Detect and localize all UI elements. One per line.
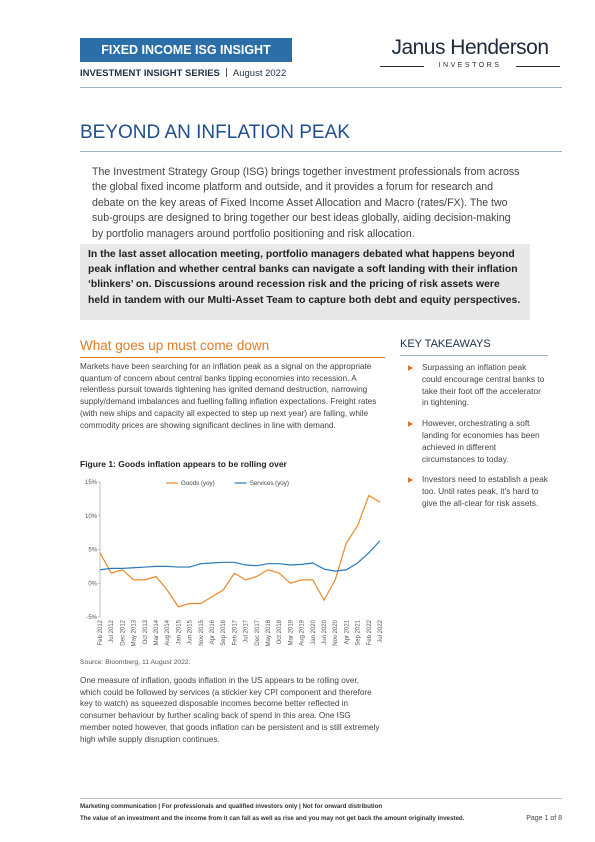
x-tick-label: Jan 2020 bbox=[311, 619, 317, 644]
series-line bbox=[99, 540, 381, 572]
x-tick-label: May 2013 bbox=[132, 619, 138, 646]
y-tick-label: 0% bbox=[88, 581, 97, 587]
heading-rule bbox=[80, 357, 385, 358]
title-rule bbox=[80, 151, 562, 152]
y-tick-label: 15% bbox=[85, 480, 98, 486]
bullet bbox=[408, 365, 413, 371]
badge: FIXED INCOME ISG INSIGHT bbox=[80, 38, 292, 62]
chart: -5% 0% 5% 10% 15% Feb 2012 Jul 2012 Dec 2012 May… bbox=[85, 480, 384, 646]
footer-line: Marketing communication | For profession… bbox=[80, 803, 383, 810]
x-tick-label: Sep 2021 bbox=[356, 619, 362, 645]
x-tick-label: Jun 2015 bbox=[188, 619, 194, 644]
highlight: In the last asset allocation meeting, po… bbox=[80, 244, 530, 320]
logo-rule bbox=[380, 66, 424, 67]
x-tick-label: Oct 2013 bbox=[143, 619, 149, 644]
bullet bbox=[408, 477, 413, 484]
logo: Janus Henderson bbox=[391, 36, 549, 59]
figure-caption: Figure 1: Goods inflation appears to be … bbox=[80, 459, 287, 469]
intro: The Investment Strategy Group (ISG) brin… bbox=[92, 166, 520, 240]
takeaways: Surpassing an inflation peak could encou… bbox=[408, 362, 548, 519]
title: BEYOND AN INFLATION PEAK bbox=[80, 122, 350, 143]
x-tick-label: Jul 2012 bbox=[109, 619, 115, 642]
x-tick-label: Mar 2019 bbox=[288, 619, 294, 645]
takeaway: Surpassing an inflation peak could encou… bbox=[408, 362, 548, 409]
takeaways-rule bbox=[400, 355, 548, 356]
x-tick-label: Feb 2017 bbox=[232, 619, 238, 645]
series-line: INVESTMENT INSIGHT SERIES August 2022 bbox=[80, 68, 286, 79]
takeaway: Investors need to establish a peak too. … bbox=[408, 474, 548, 509]
y-tick-label: -5% bbox=[86, 615, 97, 621]
takeaway: However, orchestrating a soft landing fo… bbox=[408, 418, 548, 465]
y-tick-label: 5% bbox=[88, 548, 97, 554]
bullet bbox=[408, 421, 413, 428]
x-tick-label: Feb 2022 bbox=[367, 619, 373, 645]
x-tick-label: Aug 2014 bbox=[165, 619, 171, 645]
takeaway-text: Investors need to establish a peak too. … bbox=[422, 474, 548, 508]
x-tick-label: Jul 2022 bbox=[378, 619, 384, 642]
x-tick-label: Aug 2019 bbox=[300, 619, 306, 645]
logo-sub: INVESTORS bbox=[438, 62, 502, 69]
footer-line: The value of an investment and the incom… bbox=[80, 815, 465, 822]
page-number: Page 1 of 8 bbox=[526, 815, 562, 822]
paragraph: Markets have been searching for an infla… bbox=[80, 362, 377, 430]
x-tick-label: Sep 2016 bbox=[221, 619, 227, 645]
x-tick-label: May 2018 bbox=[266, 619, 272, 646]
source: Source: Bloomberg, 11 August 2022. bbox=[80, 659, 191, 666]
x-tick-label: Mar 2014 bbox=[154, 619, 160, 645]
takeaway-text: Surpassing an inflation peak could encou… bbox=[422, 362, 545, 408]
y-tick-label: 10% bbox=[85, 514, 98, 520]
x-tick-label: Nov 2020 bbox=[333, 619, 339, 645]
x-tick-label: Jan 2015 bbox=[176, 619, 182, 644]
separator bbox=[225, 68, 227, 77]
x-tick-label: Nov 2015 bbox=[199, 619, 205, 645]
date: August 2022 bbox=[232, 68, 287, 79]
header-rule bbox=[80, 87, 562, 88]
takeaway-text: However, orchestrating a soft landing fo… bbox=[422, 418, 540, 464]
x-tick-label: Apr 2021 bbox=[344, 619, 350, 644]
x-tick-label: Dec 2012 bbox=[120, 619, 126, 645]
footer-rule bbox=[80, 798, 562, 799]
x-tick-label: Dec 2017 bbox=[255, 619, 261, 645]
x-tick-label: Apr 2016 bbox=[210, 619, 216, 644]
x-tick-label: Jun 2020 bbox=[322, 619, 328, 644]
x-tick-label: Jul 2017 bbox=[244, 619, 250, 642]
legend-label: Services (yoy) bbox=[250, 480, 289, 487]
series: INVESTMENT INSIGHT SERIES bbox=[80, 68, 220, 79]
series-line bbox=[99, 494, 381, 608]
x-tick-label: Feb 2012 bbox=[98, 619, 104, 645]
legend-label: Goods (yoy) bbox=[181, 480, 215, 487]
logo-rule bbox=[516, 66, 560, 67]
takeaways-heading: KEY TAKEAWAYS bbox=[400, 338, 491, 350]
paragraph: One measure of inflation, goods inflatio… bbox=[80, 676, 380, 744]
section-heading: What goes up must come down bbox=[80, 338, 270, 353]
x-tick-label: Oct 2018 bbox=[277, 619, 283, 644]
